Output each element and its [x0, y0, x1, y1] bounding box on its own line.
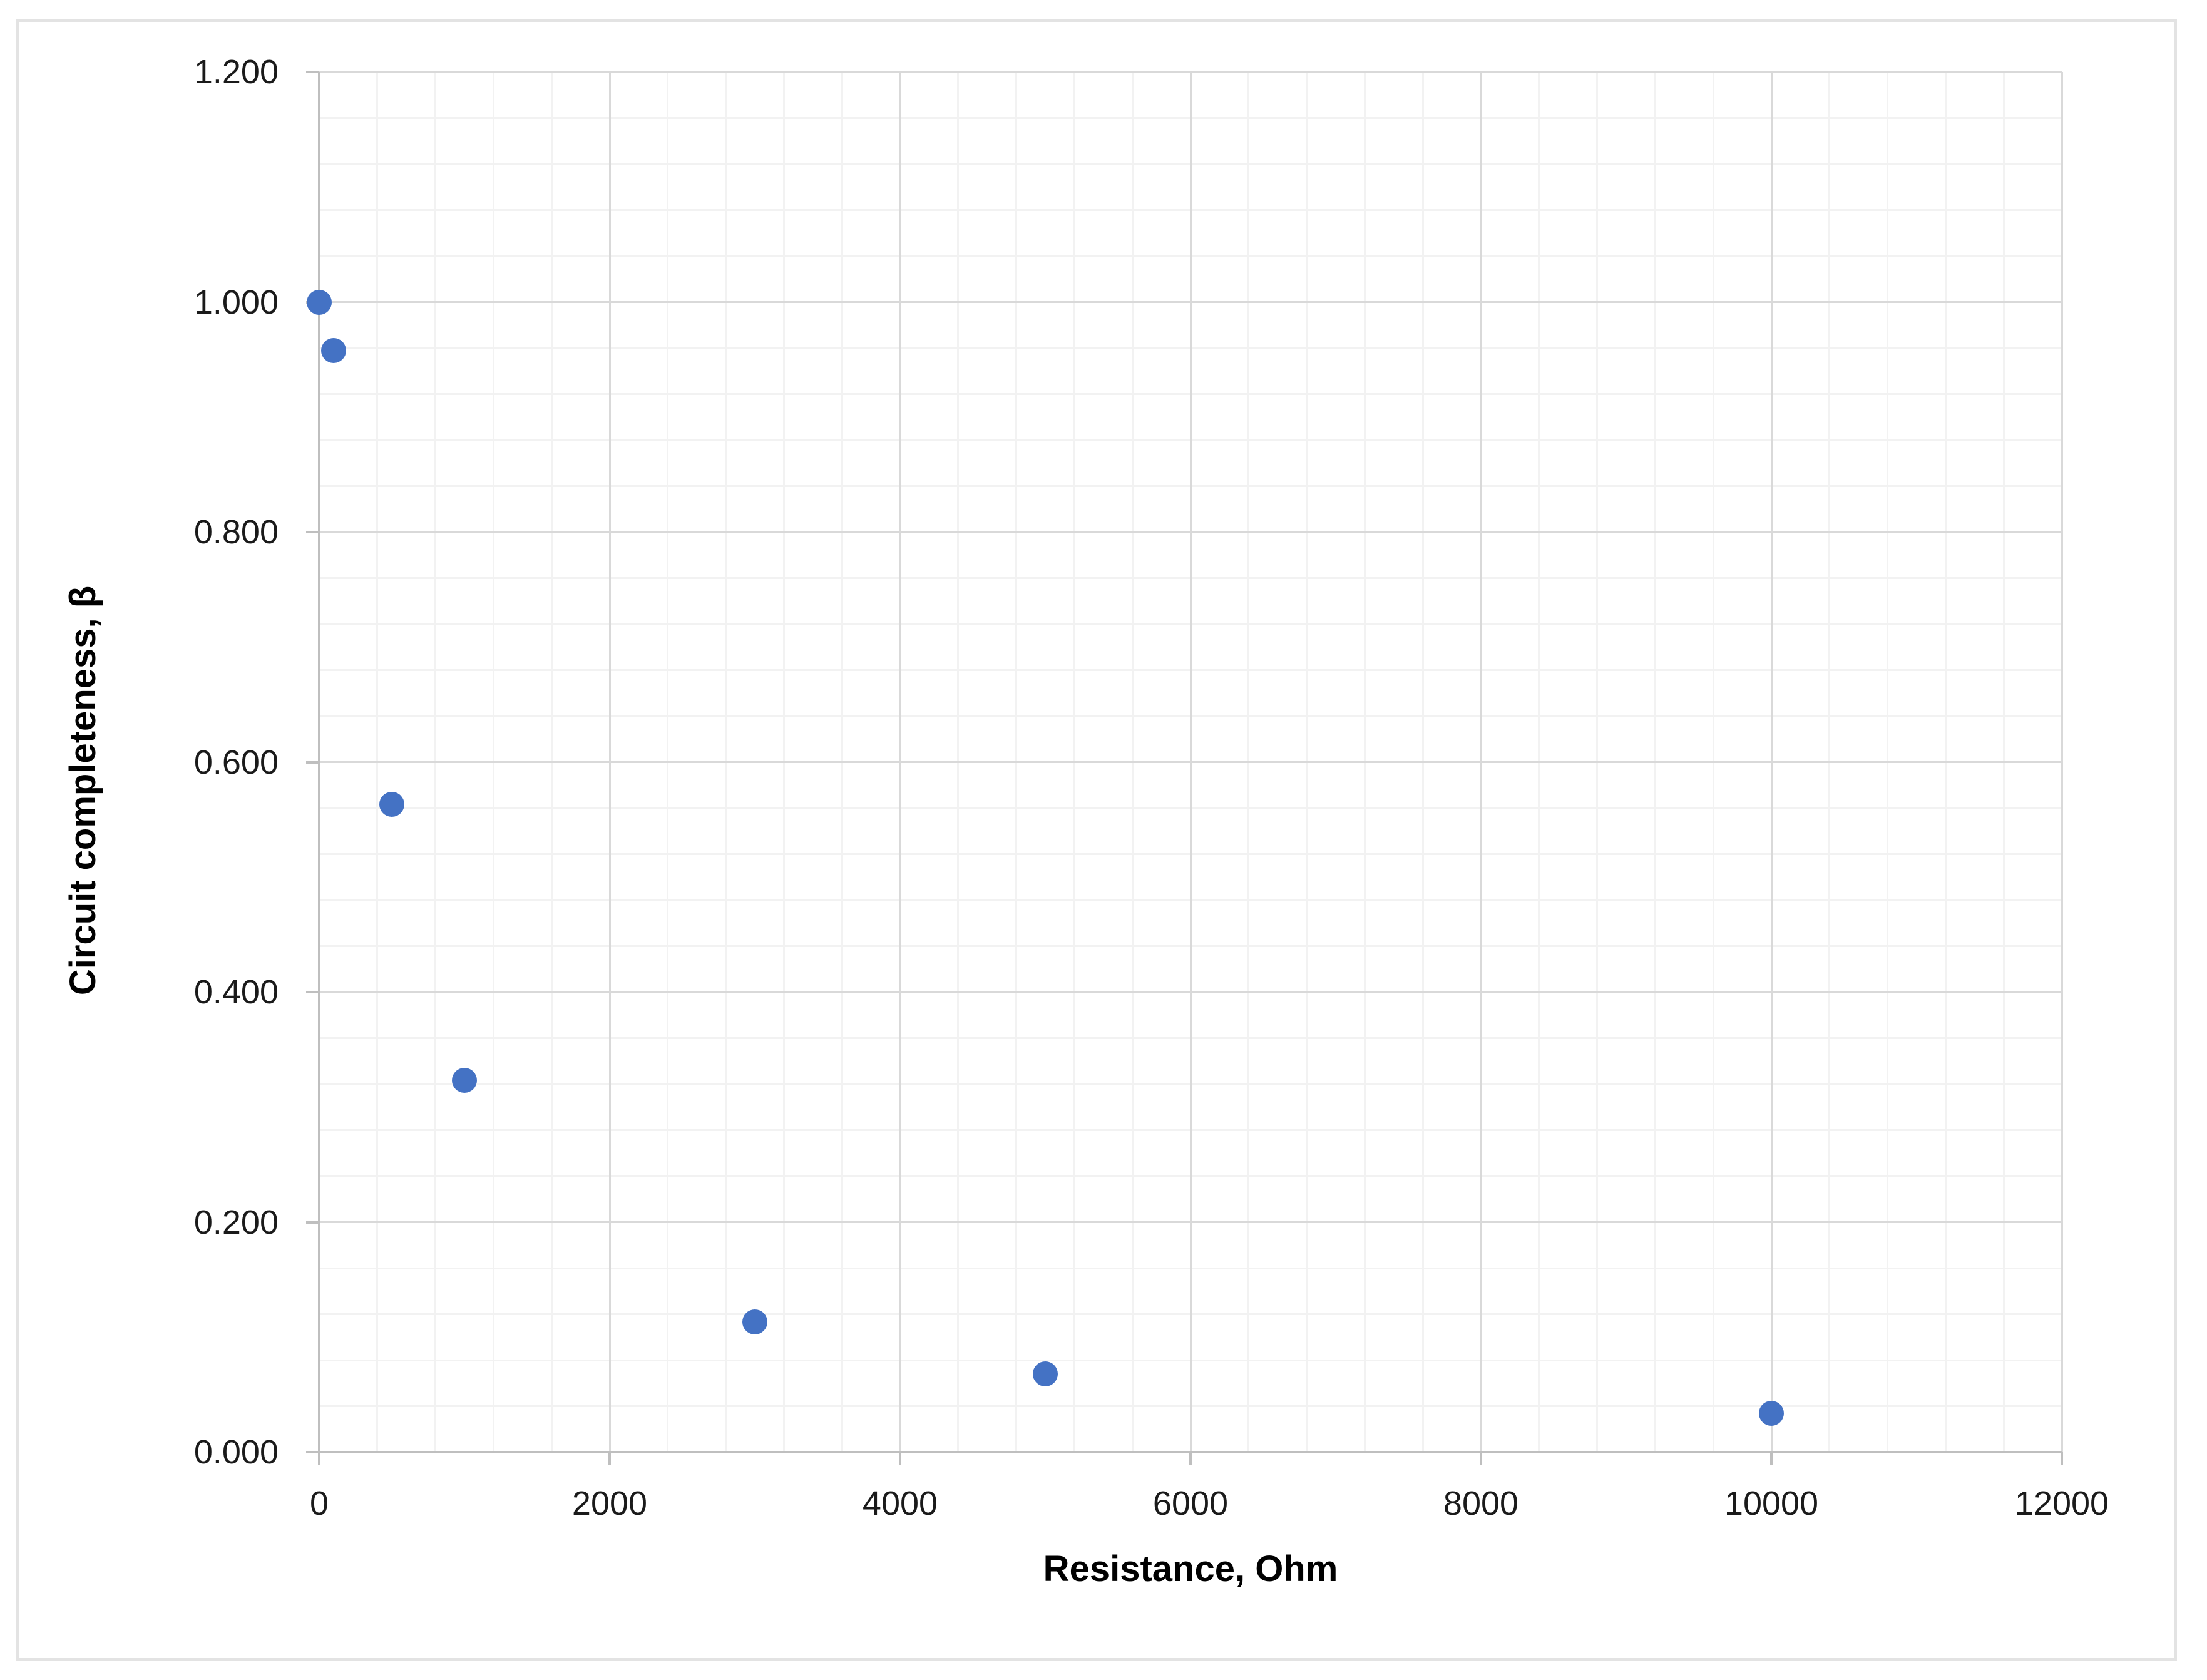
data-point: [1759, 1400, 1784, 1426]
major-gridline-horizontal: [319, 1221, 2062, 1223]
y-axis-tick-label: 0.800: [193, 513, 279, 551]
major-gridline-horizontal: [319, 761, 2062, 763]
x-axis-tick-label: 4000: [862, 1485, 938, 1522]
x-axis-tick-label: 12000: [2014, 1485, 2109, 1522]
x-axis-tick-label: 8000: [1443, 1485, 1519, 1522]
major-gridline-horizontal: [319, 531, 2062, 533]
y-axis-tick: [306, 761, 319, 764]
major-gridline-horizontal: [319, 991, 2062, 993]
x-axis-tick: [608, 1452, 611, 1465]
data-point: [307, 289, 332, 315]
y-axis-tick: [306, 991, 319, 993]
x-axis-tick-label: 0: [309, 1485, 329, 1522]
x-axis-tick-label: 2000: [571, 1485, 648, 1522]
x-axis-tick-label: 10000: [1724, 1485, 1819, 1522]
y-axis-line: [318, 72, 320, 1465]
y-axis-tick-label: 0.400: [193, 973, 279, 1011]
y-axis-tick-label: 1.000: [193, 283, 279, 321]
x-axis-tick: [899, 1452, 901, 1465]
major-gridline-horizontal: [319, 71, 2062, 73]
x-axis-tick: [1480, 1452, 1482, 1465]
x-axis-tick: [1770, 1452, 1773, 1465]
y-axis-title: Circuit completeness, β: [63, 585, 103, 995]
x-axis-tick: [1189, 1452, 1192, 1465]
major-gridline-horizontal: [319, 301, 2062, 303]
x-axis-tick-label: 6000: [1152, 1485, 1229, 1522]
y-axis-tick: [306, 531, 319, 533]
data-point: [452, 1068, 477, 1094]
data-point: [1033, 1361, 1058, 1387]
y-axis-tick-label: 0.600: [193, 743, 279, 781]
x-axis-line: [306, 1451, 2062, 1453]
data-point: [742, 1309, 767, 1335]
y-axis-tick: [306, 1221, 319, 1224]
y-axis-tick-label: 0.000: [193, 1433, 279, 1471]
major-gridline-vertical: [2061, 72, 2063, 1452]
data-point: [379, 792, 404, 817]
y-axis-tick-label: 0.200: [193, 1203, 279, 1241]
y-axis-tick: [306, 71, 319, 73]
y-axis-tick-label: 1.200: [193, 53, 279, 91]
data-point: [321, 337, 347, 363]
x-axis-title: Resistance, Ohm: [1043, 1549, 1338, 1589]
x-axis-tick: [2061, 1452, 2063, 1465]
